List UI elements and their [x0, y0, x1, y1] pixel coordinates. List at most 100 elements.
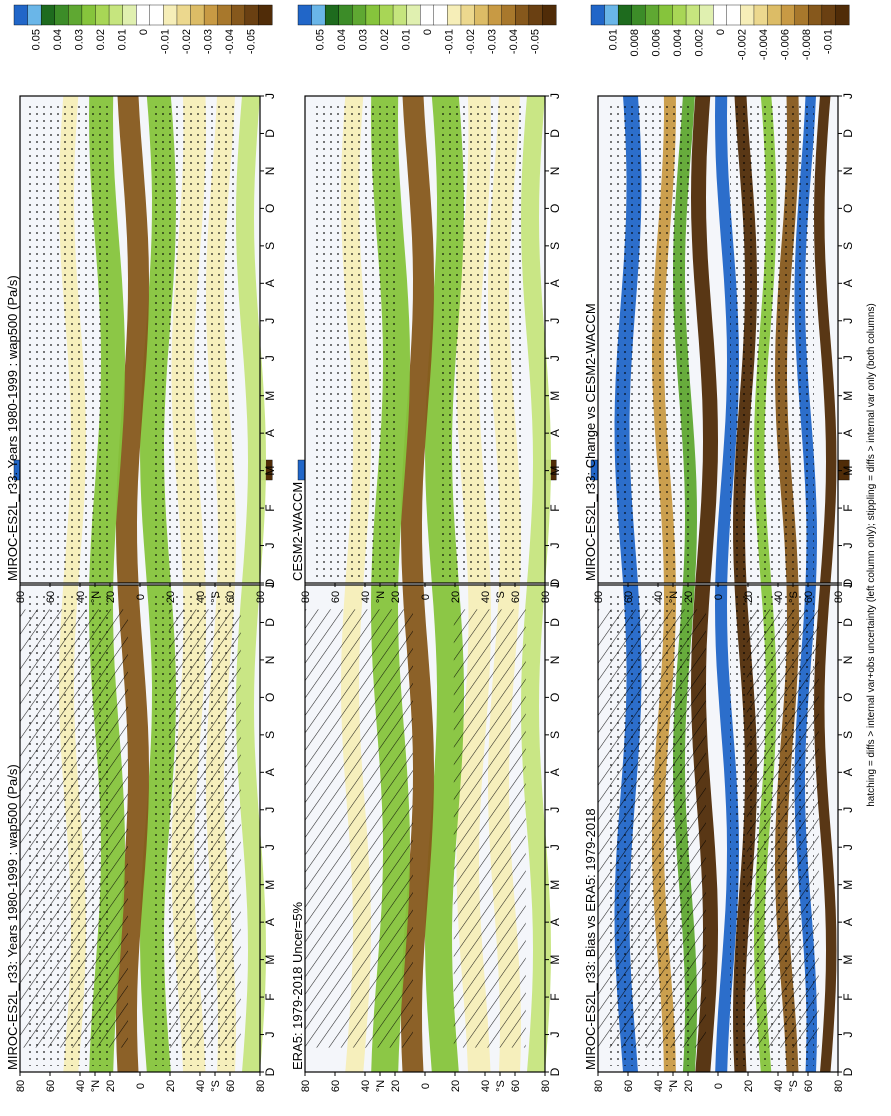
- colorbar-swatch: [352, 4, 367, 26]
- month-tick-label: D: [841, 618, 855, 627]
- colorbar-swatch: [645, 4, 660, 26]
- colorbar-label: -0.01: [444, 29, 456, 54]
- lat-tick-label: 60: [623, 1080, 635, 1092]
- colorbar-swatch: [713, 4, 728, 26]
- panel-title: MIROC-ES2L_r33: Years 1980-1999 : wap500…: [5, 764, 20, 1070]
- colorbar-swatch: [542, 4, 557, 26]
- colorbar-swatch: [365, 4, 380, 26]
- month-tick-label: J: [548, 318, 562, 324]
- colorbar-swatch: [433, 4, 448, 26]
- colorbar-label: -0.02: [465, 29, 477, 54]
- month-tick-label: J: [263, 807, 277, 813]
- colorbar-label: -0.02: [181, 29, 193, 54]
- colorbar-swatch: [699, 4, 714, 26]
- lat-tick-label: 20: [165, 1080, 177, 1092]
- month-tick-label: D: [263, 578, 277, 587]
- month-tick-label: J: [841, 582, 855, 588]
- month-tick-label: J: [841, 543, 855, 549]
- colorbar-swatch: [392, 4, 408, 26]
- colorbar-label: 0: [715, 29, 727, 35]
- lat-tick-label: 80: [300, 1080, 312, 1092]
- month-tick-label: O: [548, 693, 562, 702]
- month-tick-label: D: [263, 1067, 277, 1076]
- lat-tick-label: 60: [510, 591, 522, 603]
- month-tick-label: N: [548, 656, 562, 665]
- colorbar-swatch: [420, 4, 435, 26]
- month-tick-label: M: [548, 880, 562, 890]
- colorbar-swatch: [176, 4, 192, 26]
- month-tick-label: F: [841, 993, 855, 1000]
- colorbar-swatch: [81, 4, 96, 26]
- month-tick-label: D: [841, 578, 855, 587]
- month-tick-label: A: [548, 918, 562, 926]
- stippling-overlay: [28, 591, 112, 1066]
- lat-tick-label: 60: [225, 1080, 237, 1092]
- colorbar-swatch: [590, 4, 606, 26]
- colorbar-label: 0.02: [379, 29, 391, 50]
- colorbar-swatch: [379, 4, 394, 26]
- month-tick-label: J: [263, 355, 277, 361]
- month-tick-label: O: [548, 204, 562, 213]
- colorbar-label: 0.01: [608, 29, 620, 50]
- month-tick-label: J: [548, 543, 562, 549]
- data-band: [236, 96, 266, 583]
- colorbar-label: 0: [422, 29, 434, 35]
- colorbar-label: -0.006: [780, 29, 792, 60]
- colorbar-swatch: [54, 4, 69, 26]
- stippling-overlay: [313, 102, 397, 577]
- month-tick-label: J: [263, 93, 277, 99]
- month-tick-label: M: [841, 391, 855, 401]
- stippling-overlay: [437, 102, 521, 577]
- lat-tick-label: 80: [255, 591, 267, 603]
- month-tick-label: J: [548, 93, 562, 99]
- data-band: [691, 96, 718, 583]
- lat-tick-label: 60: [45, 1080, 57, 1092]
- month-tick-label: O: [841, 693, 855, 702]
- lat-tick-label: 40: [360, 1080, 372, 1092]
- lat-tick-label: 20: [105, 591, 117, 603]
- lat-tick-label: 0: [713, 594, 725, 600]
- figure-footer: hatching = diffs > internal var+obs unce…: [866, 303, 877, 807]
- month-tick-label: F: [841, 504, 855, 511]
- month-tick-label: F: [263, 993, 277, 1000]
- colorbar-swatch: [501, 4, 516, 26]
- lat-tick-label: 80: [593, 591, 605, 603]
- colorbar-swatch: [767, 4, 782, 26]
- colorbar-label: -0.008: [801, 29, 813, 60]
- colorbar-swatch: [460, 4, 476, 26]
- month-tick-label: S: [841, 242, 855, 250]
- colorbar-swatch: [311, 4, 326, 26]
- panel-bottom-right: 80 60 40 °N 20 0 20 40 °S 60 80DJFMAMJJASONDJMIROC…: [583, 4, 855, 603]
- month-tick-label: J: [263, 543, 277, 549]
- colorbar-swatch: [122, 4, 137, 26]
- colorbar-label: 0.03: [74, 29, 86, 50]
- lat-tick-label: 80: [540, 1080, 552, 1092]
- lat-tick-label: 60: [330, 591, 342, 603]
- lat-tick-label: 40: [75, 1080, 87, 1092]
- colorbar-swatch: [406, 4, 421, 26]
- lat-tick-label: 40: [480, 1080, 492, 1092]
- colorbar-label: 0.006: [651, 29, 663, 57]
- colorbar-label: 0.02: [95, 29, 107, 50]
- lat-tick-label: 20: [450, 1080, 462, 1092]
- month-tick-label: O: [841, 204, 855, 213]
- month-tick-label: J: [841, 1032, 855, 1038]
- colorbar-label: -0.03: [487, 29, 499, 54]
- colorbar-swatch: [95, 4, 110, 26]
- stippling-overlay: [730, 102, 814, 577]
- colorbar-label: 0.03: [358, 29, 370, 50]
- month-tick-label: J: [263, 1032, 277, 1038]
- panel-title: ERA5: 1979-2018 Uncer=5%: [290, 902, 305, 1070]
- colorbar-swatch: [487, 4, 503, 26]
- colorbar-swatch: [726, 4, 741, 26]
- colorbar-label: -0.004: [758, 29, 770, 60]
- colorbar-swatch: [685, 4, 701, 26]
- month-tick-label: M: [841, 880, 855, 890]
- month-tick-label: N: [263, 656, 277, 665]
- lat-tick-label: 40: [773, 1080, 785, 1092]
- colorbar-swatch: [658, 4, 673, 26]
- colorbar-swatch: [27, 4, 42, 26]
- colorbar-swatch: [217, 4, 232, 26]
- colorbar-label: 0.05: [31, 29, 43, 50]
